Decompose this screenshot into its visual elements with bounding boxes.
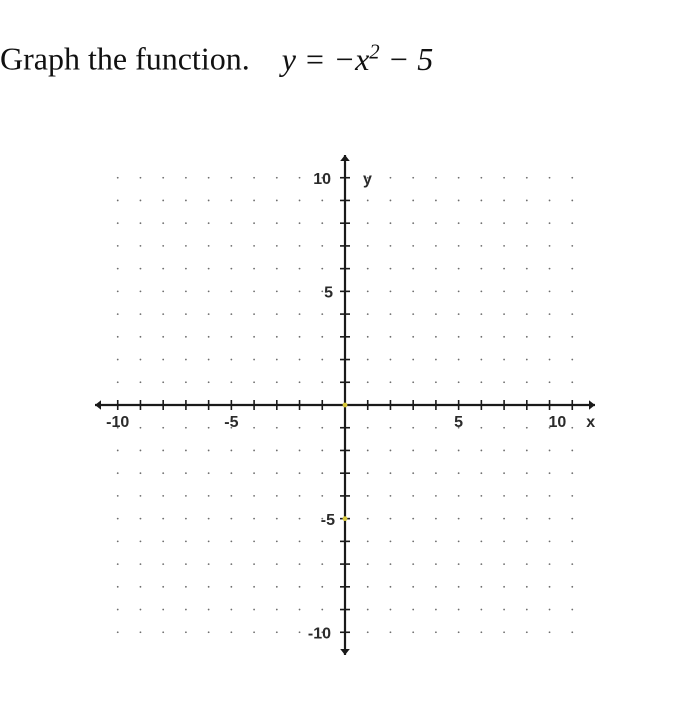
problem-prompt: Graph the function. y = −x2 − 5: [0, 40, 433, 78]
svg-text:10: 10: [313, 171, 331, 188]
cartesian-plane: 10 y 5 -5 -10 -10 -5 5 10 x: [95, 155, 595, 660]
svg-text:-10: -10: [106, 414, 129, 431]
grid-svg: 10 y 5 -5 -10 -10 -5 5 10 x: [95, 155, 595, 655]
equation: y = −x2 − 5: [282, 41, 434, 77]
svg-text:x: x: [586, 414, 595, 431]
svg-text:5: 5: [454, 414, 463, 431]
prompt-text: Graph the function.: [0, 41, 250, 77]
svg-text:-5: -5: [321, 512, 335, 529]
svg-text:y: y: [363, 171, 372, 188]
svg-text:10: 10: [548, 414, 566, 431]
svg-text:5: 5: [324, 285, 333, 302]
svg-text:-10: -10: [308, 625, 331, 642]
svg-text:-5: -5: [224, 414, 238, 431]
